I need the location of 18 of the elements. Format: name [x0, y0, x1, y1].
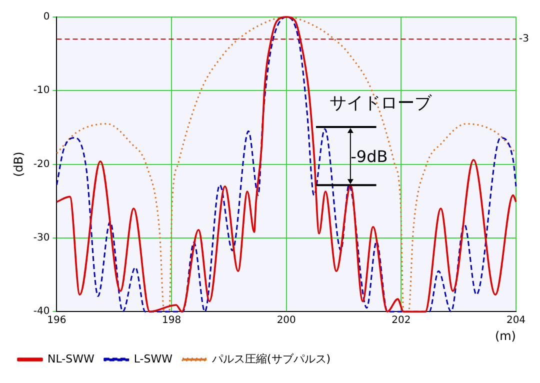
- legend-label: NL-SWW: [48, 352, 94, 366]
- legend-label: L-SWW: [134, 352, 173, 366]
- y-tick-label: -30: [33, 232, 50, 244]
- y-axis-title: (dB): [11, 152, 26, 177]
- ref-line-label: -3: [519, 34, 529, 45]
- x-tick-label: 204: [506, 315, 526, 326]
- legend-label: パルス圧縮(サブパルス): [211, 352, 331, 366]
- x-tick-label: 200: [276, 315, 296, 326]
- x-tick-label: 196: [47, 315, 66, 326]
- line-series: [56, 16, 517, 312]
- y-tick-label: 0: [43, 12, 50, 23]
- x-tick-label: 198: [162, 315, 182, 326]
- y-tick-label: -10: [33, 85, 50, 96]
- y-tick-label: -20: [33, 158, 50, 170]
- x-axis-title: (m): [494, 328, 516, 343]
- annotation: -9dB: [350, 146, 388, 166]
- y-tick-label: -40: [33, 306, 50, 318]
- x-tick-label: 202: [392, 315, 411, 326]
